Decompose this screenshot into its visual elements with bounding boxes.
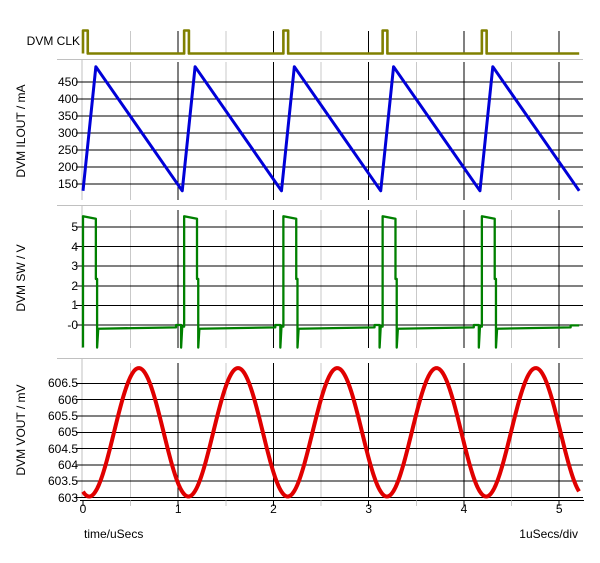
ilout-axis-label: DVM ILOUT / mA: [14, 84, 28, 178]
sw-ytick-label: -0: [67, 318, 78, 332]
ilout-ytick-label: 400: [57, 92, 78, 106]
sw-ytick-label: 5: [71, 220, 78, 234]
sw-axis-label: DVM SW / V: [14, 244, 28, 312]
time-tick-label: 0: [79, 502, 87, 516]
sw-ytick-label: 4: [71, 239, 78, 254]
vout-ytick-label: 606.5: [47, 376, 78, 391]
vout-ytick-label: 604: [57, 457, 78, 472]
vout-ytick-label: 606: [57, 392, 78, 407]
time-tick-label: 3: [365, 502, 373, 516]
vout-ytick-label: 605.5: [47, 409, 78, 423]
time-tick-label: 2: [270, 502, 277, 516]
clk-trace: [81, 29, 580, 55]
vout-axis-label: DVM VOUT / mV: [14, 384, 28, 476]
time-tick-label: 4: [460, 502, 468, 516]
ilout-ytick-label: 350: [57, 109, 78, 123]
sw-ytick-label: 1: [71, 298, 78, 313]
ilout-trace: [81, 65, 581, 193]
ilout-ytick-label: 150: [57, 177, 78, 191]
ilout-ytick-label: 250: [57, 143, 78, 157]
time-tick-label: 1: [174, 502, 182, 516]
ilout-ytick-label: 300: [57, 126, 78, 140]
vout-ytick-label: 603.5: [47, 474, 78, 489]
sw-trace: [81, 215, 580, 349]
x-scale-per-div-label: 1uSecs/div: [519, 527, 578, 541]
ilout-ytick-label: 200: [57, 160, 78, 174]
time-tick-label: 5: [555, 502, 563, 516]
clk-trace-label: DVM CLK: [26, 34, 80, 48]
vout-ytick-label: 605: [57, 425, 78, 440]
vout-trace: [81, 366, 581, 499]
sw-ytick-label: 3: [71, 259, 78, 274]
x-axis-label: time/uSecs: [84, 527, 144, 541]
vout-ytick-label: 604.5: [47, 441, 78, 456]
ilout-ytick-label: 450: [57, 75, 78, 89]
vout-ytick-label: 603: [57, 490, 78, 505]
sw-ytick-label: 2: [71, 278, 78, 293]
